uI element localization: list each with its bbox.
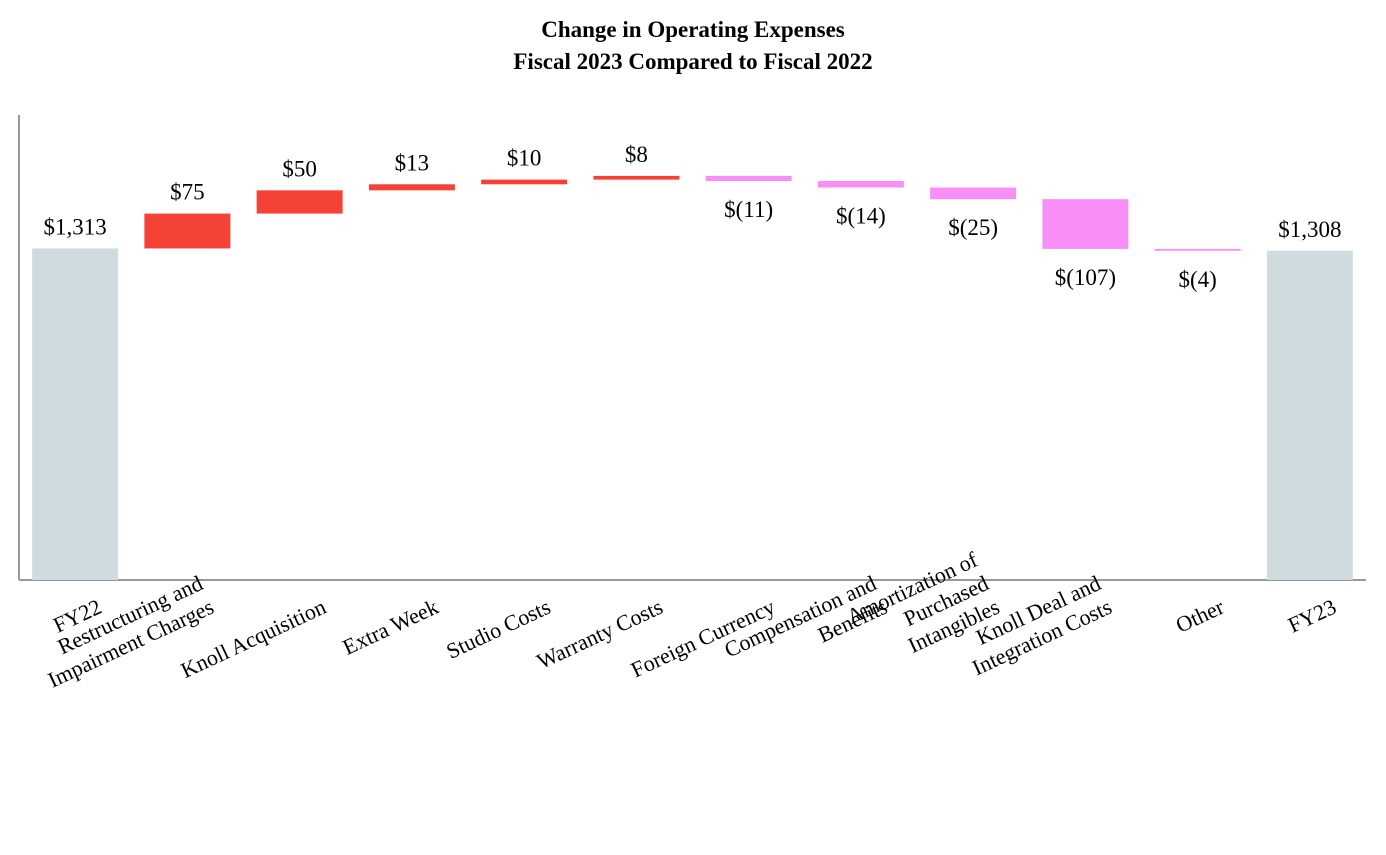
value-label: $(107) — [1055, 265, 1116, 290]
bar — [1042, 199, 1129, 249]
x-tick-label: Other — [1172, 594, 1229, 638]
bar — [817, 181, 904, 188]
value-label: $1,313 — [44, 214, 107, 239]
value-label: $(14) — [836, 204, 886, 229]
value-label: $8 — [625, 142, 648, 167]
value-label: $(11) — [724, 197, 773, 222]
bar — [256, 190, 343, 214]
chart-subtitle: Fiscal 2023 Compared to Fiscal 2022 — [513, 49, 872, 74]
bar — [593, 175, 680, 180]
bar — [1154, 248, 1241, 251]
value-label: $50 — [282, 156, 317, 181]
chart-title: Change in Operating Expenses — [541, 17, 845, 42]
value-label: $(25) — [948, 215, 998, 240]
x-tick-label: Compensation andBenefits — [720, 570, 891, 686]
bar — [705, 175, 792, 182]
value-label: $1,308 — [1278, 217, 1341, 242]
value-label: $10 — [507, 146, 542, 171]
bar — [368, 184, 455, 191]
bar — [1266, 250, 1353, 580]
value-label: $75 — [170, 180, 205, 205]
value-label: $13 — [395, 150, 430, 175]
value-label: $(4) — [1178, 267, 1216, 292]
x-tick-label: Extra Week — [339, 594, 442, 660]
bar — [144, 213, 231, 249]
x-tick-label: FY23 — [1284, 594, 1340, 638]
bar — [32, 248, 119, 580]
bar — [481, 179, 568, 185]
bar — [930, 187, 1017, 200]
